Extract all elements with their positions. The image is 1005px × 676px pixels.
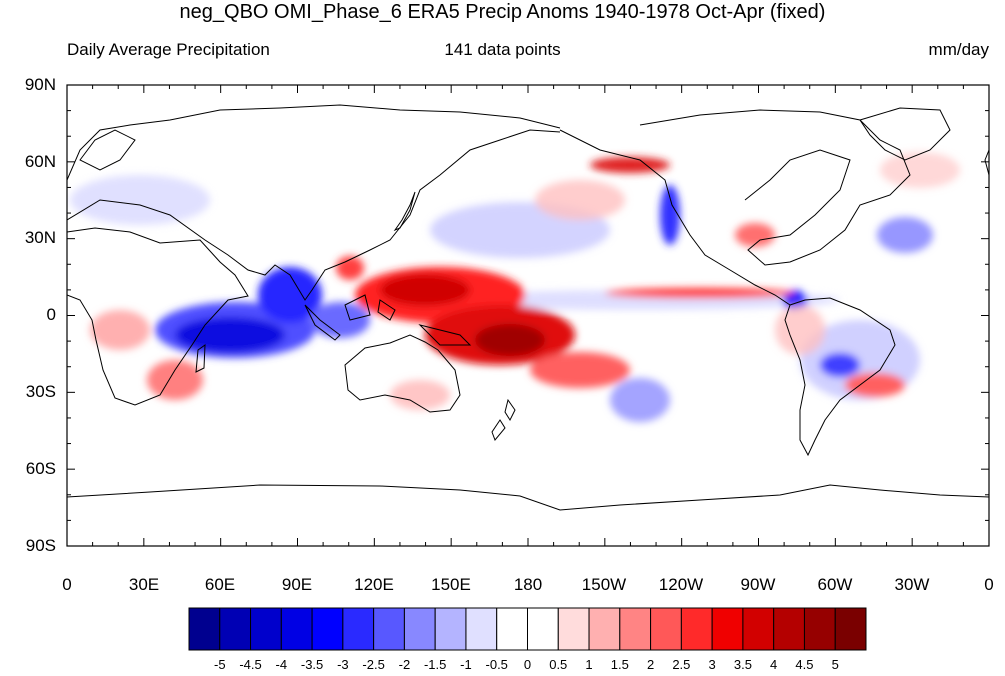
lat-label: 60N: [24, 152, 56, 171]
colorbar-swatch: [434, 607, 467, 651]
colorbar-label: 4: [770, 657, 778, 672]
lon-label: 0: [984, 575, 994, 594]
colorbar-swatch: [803, 607, 836, 651]
precip-anomaly-field: [67, 104, 989, 511]
lon-label: 60E: [204, 575, 236, 594]
colorbar-swatch: [342, 607, 375, 651]
colorbar-label: 0: [523, 657, 532, 672]
lat-label: 90S: [25, 536, 56, 555]
colorbar-label: 2: [646, 657, 655, 672]
colorbar-label: -4.5: [239, 657, 262, 672]
colorbar-swatch: [465, 607, 498, 651]
colorbar-swatch: [619, 607, 652, 651]
colorbar-swatch: [834, 607, 867, 651]
lon-label: 120W: [658, 575, 704, 594]
lon-label: 30W: [894, 575, 930, 594]
colorbar-label: -3.5: [300, 657, 324, 672]
colorbar-swatch: [403, 607, 436, 651]
lat-label: 30N: [24, 228, 56, 247]
lon-label: 90W: [740, 575, 776, 594]
anomaly-shading: [70, 152, 960, 422]
colorbar-swatch: [680, 607, 713, 651]
axis-ticks: [66, 84, 990, 547]
colorbar-swatch: [773, 607, 805, 651]
lat-label: 90N: [24, 75, 56, 94]
colorbar-label: 1: [585, 657, 593, 672]
colorbar-swatch: [219, 607, 252, 651]
lon-label: 150W: [581, 575, 627, 594]
lat-label: 60S: [25, 459, 56, 478]
colorbar-swatch: [311, 607, 344, 651]
colorbar-label: 3: [708, 657, 716, 672]
colorbar-label: -4: [275, 657, 288, 672]
colorbar-label: 3.5: [733, 657, 752, 672]
colorbar-label: 1.5: [610, 657, 629, 672]
colorbar-label: 4.5: [795, 657, 814, 672]
colorbar-swatch: [527, 607, 559, 651]
colorbar-swatch: [711, 607, 744, 651]
lon-label: 0: [62, 575, 72, 594]
colorbar-label: 2.5: [672, 657, 691, 672]
colorbar-swatch: [373, 607, 405, 651]
lat-label: 30S: [25, 382, 56, 401]
colorbar-swatch: [496, 607, 528, 651]
units-label: mm/day: [928, 40, 989, 59]
colorbar-swatch: [650, 607, 682, 651]
colorbar-label: -1: [460, 657, 472, 672]
colorbar-label: -5: [213, 657, 226, 672]
colorbar-swatch: [280, 607, 313, 651]
lon-label: 180: [513, 575, 543, 594]
lon-label: 30E: [128, 575, 160, 594]
colorbar-label: -2.5: [362, 657, 385, 672]
variable-label: Daily Average Precipitation: [67, 40, 270, 59]
lon-label: 120E: [354, 575, 394, 594]
colorbar-label: 5: [831, 657, 839, 672]
colorbar-swatch: [250, 607, 282, 651]
map-title: neg_QBO OMI_Phase_6 ERA5 Precip Anoms 19…: [179, 1, 826, 23]
lon-label: 90E: [281, 575, 313, 594]
lon-label: 60W: [817, 575, 853, 594]
colorbar-swatch: [188, 607, 221, 651]
coastlines: [67, 104, 989, 511]
colorbar-label: -2: [398, 657, 411, 672]
colorbar: [188, 607, 867, 651]
colorbar-label: -0.5: [485, 657, 508, 672]
sample-count-label: 141 data points: [444, 40, 561, 59]
colorbar-swatch: [557, 607, 590, 651]
lon-label: 150E: [431, 575, 471, 594]
colorbar-swatch: [588, 607, 621, 651]
lat-label: 0: [46, 305, 56, 324]
colorbar-label: -1.5: [423, 657, 447, 672]
colorbar-label: 0.5: [549, 657, 568, 672]
colorbar-swatch: [742, 607, 775, 651]
colorbar-label: -3: [337, 657, 349, 672]
